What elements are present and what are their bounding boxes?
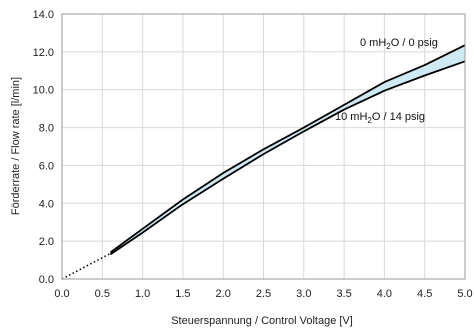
x-tick-label: 1.0 bbox=[135, 288, 150, 300]
series-line-14-psig bbox=[109, 60, 466, 256]
x-tick-label: 3.5 bbox=[336, 288, 351, 300]
x-tick-labels: 0.0 0.5 1.0 1.5 2.0 2.5 3.0 3.5 4.0 4.5 5.0 bbox=[54, 288, 472, 300]
extrapolation-dotted-line bbox=[61, 252, 111, 280]
series-label-0-psig-main: 0 mH bbox=[360, 37, 386, 49]
series-label-14-psig: 10 mH2O / 14 psig bbox=[335, 111, 425, 125]
x-tick-label: 3.0 bbox=[296, 288, 311, 300]
series-label-0-psig: 0 mH2O / 0 psig bbox=[360, 37, 438, 51]
x-tick-label: 0.0 bbox=[54, 288, 69, 300]
y-tick-labels: 0.0 2.0 4.0 6.0 8.0 10.0 12.0 14.0 bbox=[33, 9, 54, 286]
grid-lines bbox=[62, 14, 465, 279]
x-tick-label: 0.5 bbox=[95, 288, 110, 300]
series-label-14-psig-main: 10 mH bbox=[335, 111, 367, 123]
series-label-0-psig-rest: O / 0 psig bbox=[391, 37, 438, 49]
x-axis-label: Steuerspannung / Control Voltage [V] bbox=[171, 315, 353, 327]
series-label-14-psig-rest: O / 14 psig bbox=[372, 111, 425, 123]
series-label-14-psig-sub: 2 bbox=[367, 116, 372, 125]
x-tick-label: 2.5 bbox=[256, 288, 271, 300]
y-tick-label: 14.0 bbox=[33, 9, 54, 21]
x-tick-label: 1.5 bbox=[175, 288, 190, 300]
plot-frame bbox=[61, 13, 466, 280]
y-tick-label: 6.0 bbox=[39, 160, 54, 172]
y-tick-label: 10.0 bbox=[33, 85, 54, 97]
y-tick-label: 12.0 bbox=[33, 47, 54, 59]
x-tick-label: 4.0 bbox=[377, 288, 392, 300]
y-tick-label: 4.0 bbox=[39, 198, 54, 210]
y-tick-label: 2.0 bbox=[39, 236, 54, 248]
y-tick-label: 8.0 bbox=[39, 123, 54, 135]
y-tick-label: 0.0 bbox=[39, 274, 54, 286]
series-line-0-psig bbox=[109, 44, 466, 254]
pressure-range-band bbox=[110, 45, 466, 255]
series-label-0-psig-sub: 2 bbox=[386, 42, 391, 51]
y-axis-label: Förderrate / Flow rate [l/min] bbox=[10, 77, 22, 215]
x-tick-label: 2.0 bbox=[216, 288, 231, 300]
x-tick-label: 4.5 bbox=[417, 288, 432, 300]
x-tick-label: 5.0 bbox=[457, 288, 472, 300]
